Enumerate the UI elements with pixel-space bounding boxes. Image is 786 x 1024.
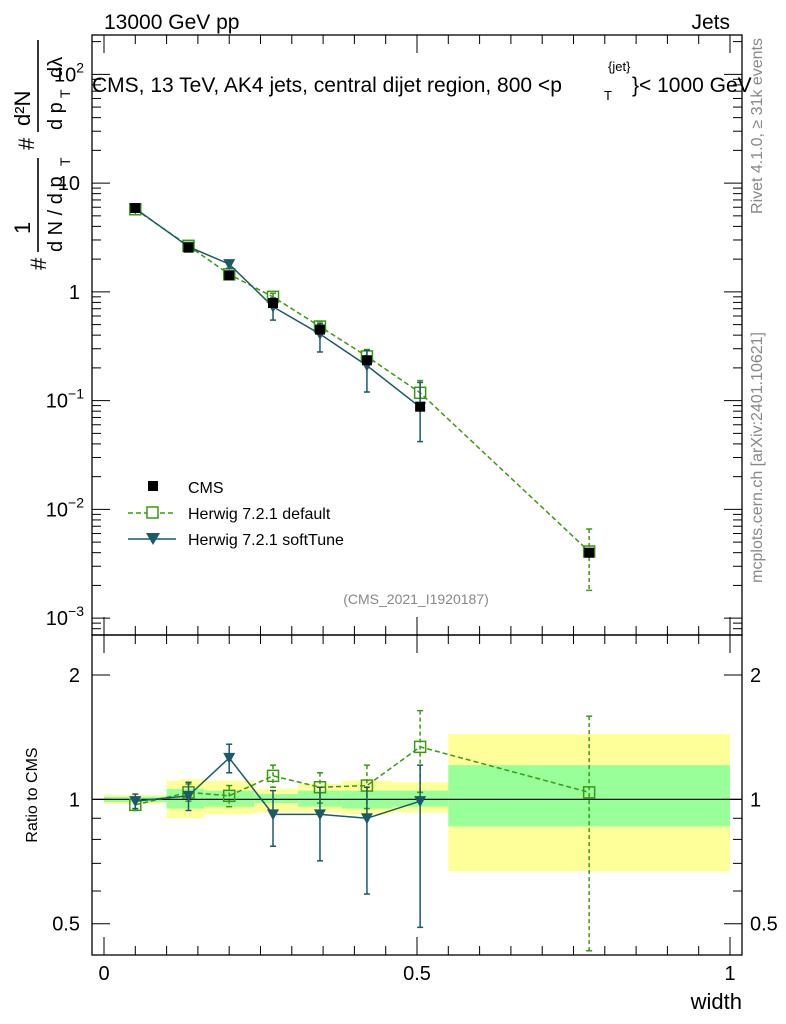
plot-title: CMS, 13 TeV, AK4 jets, central dijet reg… [92, 59, 752, 103]
y-tick-label: 10 [58, 173, 80, 195]
cms-point [130, 203, 141, 214]
y-tick-label: 1 [69, 282, 80, 304]
title-main: CMS, 13 TeV, AK4 jets, central dijet reg… [92, 74, 562, 97]
band-inner [254, 794, 299, 804]
legend-label-softtune: Herwig 7.2.1 softTune [188, 532, 344, 549]
ylabel-num-right: d²N [10, 91, 35, 126]
y-tick-label: 0.5 [52, 914, 80, 936]
header-left: 13000 GeV pp [104, 11, 239, 34]
cms-point [415, 401, 426, 412]
ratio-herwig-default-point [582, 786, 596, 799]
ylabel-sub-t2: T [57, 89, 73, 98]
ratio-herwig-softtune-point [129, 796, 142, 808]
main-ylabel: # 1 d N / d p T # d²N d p T dλ [10, 40, 73, 270]
ylabel-den-tail: dλ [45, 57, 67, 78]
ylabel-hash-mid: # [14, 137, 39, 150]
ylabel-sub-t: T [57, 157, 73, 166]
ylabel-den-left: d N / d p [45, 176, 67, 252]
title-tail: }< 1000 GeV [632, 74, 752, 97]
legend-marker-cms [148, 481, 158, 491]
cms-point [224, 270, 235, 281]
ratio-herwig-softtune-point [223, 752, 236, 764]
x-tick-label: 0.5 [403, 963, 431, 985]
ratio-ylabel: Ratio to CMS [24, 747, 41, 842]
xlabel: width [690, 989, 742, 1014]
mcplots-label: mcplots.cern.ch [arXiv:2401.10621] [749, 332, 766, 583]
ratio-herwig-default-point [413, 740, 427, 754]
title-sup-jet: {jet} [608, 59, 631, 74]
ratio-herwig-softtune-point [360, 813, 373, 825]
cms-point [361, 355, 372, 366]
ylabel-hash-left: # [26, 257, 51, 270]
header-right: Jets [691, 11, 730, 34]
y-tick-label: 1 [69, 789, 80, 811]
y-tick-label: 10−1 [46, 386, 84, 413]
herwig-default-line [134, 208, 590, 553]
ratio-herwig-softtune-point [414, 796, 427, 808]
cms-point [268, 298, 279, 309]
main-axes: 102 10 1 10−1 10−2 10−3 [46, 34, 743, 636]
legend-marker-softtune [146, 533, 160, 545]
x-tick-label: 0 [98, 963, 109, 985]
ylabel-one: 1 [10, 222, 35, 234]
cms-point [584, 547, 595, 558]
legend-label-default: Herwig 7.2.1 default [188, 506, 331, 523]
band-inner [166, 788, 180, 809]
cms-point [314, 324, 325, 335]
y-tick-label: 10−2 [46, 494, 84, 521]
ratio-herwig-default-point [266, 769, 280, 783]
ratio-series [129, 709, 596, 952]
y-tick-label: 2 [69, 665, 80, 687]
title-sub-t: T [604, 88, 612, 103]
ratio-herwig-default-point [222, 789, 236, 803]
legend: CMS Herwig 7.2.1 default Herwig 7.2.1 so… [128, 480, 344, 549]
ratio-herwig-softtune-point [267, 809, 280, 821]
y-tick-label-right: 1 [750, 789, 761, 811]
ratio-axes: 0 0.5 1 2 2 1 1 0.5 0.5 [52, 634, 778, 985]
legend-label-cms: CMS [188, 480, 224, 497]
ylabel-den-right: d p [45, 102, 67, 130]
rivet-label: Rivet 4.1.0, ≥ 31k events [749, 38, 766, 214]
herwig-softtune-point [223, 259, 236, 271]
ratio-herwig-softtune-point [313, 809, 326, 821]
y-tick-label-right: 2 [750, 665, 761, 687]
ratio-herwig-softtune-point [182, 790, 195, 802]
legend-marker-default [146, 506, 159, 519]
y-tick-label: 102 [54, 59, 84, 86]
cms-point [183, 242, 194, 253]
y-tick-label: 10−3 [46, 603, 84, 630]
x-tick-label: 1 [724, 963, 735, 985]
main-series [129, 202, 596, 592]
y-tick-label-right: 0.5 [750, 914, 778, 936]
analysis-watermark: (CMS_2021_I1920187) [343, 591, 489, 607]
